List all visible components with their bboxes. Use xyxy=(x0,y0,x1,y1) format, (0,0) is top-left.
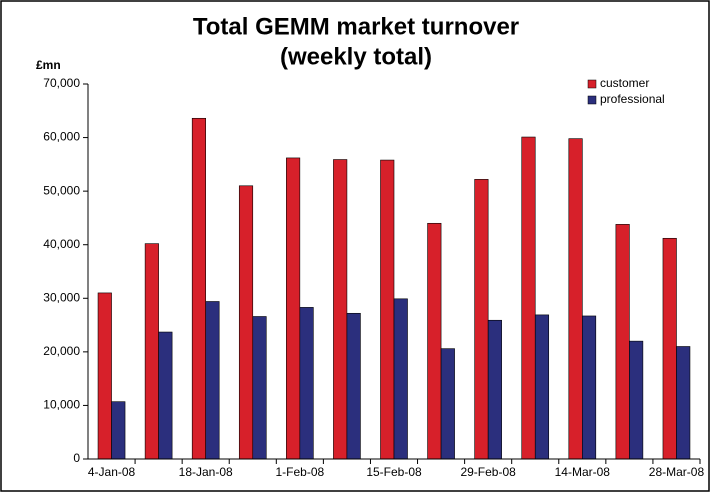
bar xyxy=(238,185,254,460)
bar xyxy=(346,312,361,460)
legend-label: customer xyxy=(600,76,649,90)
y-tick-label: 50,000 xyxy=(43,183,80,197)
legend-label: professional xyxy=(600,92,665,106)
chart-subtitle: (weekly total) xyxy=(280,43,432,70)
bar xyxy=(144,243,159,460)
bar xyxy=(158,331,173,460)
bar xyxy=(191,117,206,460)
bar xyxy=(111,401,126,460)
bar xyxy=(615,224,630,460)
x-tick-label: 29-Feb-08 xyxy=(460,465,516,479)
x-tick-label: 15-Feb-08 xyxy=(366,465,422,479)
y-tick-label: 10,000 xyxy=(43,398,80,412)
bar xyxy=(286,157,301,460)
bar xyxy=(380,159,395,460)
legend-swatch xyxy=(587,95,597,105)
y-axis-label: £mn xyxy=(36,58,61,72)
bar xyxy=(299,307,314,460)
x-tick-label: 14-Mar-08 xyxy=(555,465,611,479)
bar xyxy=(97,292,112,460)
y-tick-label: 60,000 xyxy=(43,130,80,144)
bar xyxy=(333,159,348,460)
bar xyxy=(534,314,550,460)
bar xyxy=(487,319,502,460)
y-tick-label: 0 xyxy=(73,451,80,465)
y-tick-label: 30,000 xyxy=(43,290,80,304)
bar xyxy=(252,316,267,460)
legend-swatch xyxy=(587,79,597,89)
bar xyxy=(440,348,455,460)
bar xyxy=(427,222,442,460)
x-tick-label: 1-Feb-08 xyxy=(275,465,324,479)
bar xyxy=(205,301,220,460)
bar xyxy=(662,237,677,460)
bar xyxy=(393,298,408,460)
bar xyxy=(629,340,644,460)
bar xyxy=(568,138,583,460)
bar xyxy=(521,136,536,460)
bar xyxy=(474,179,489,460)
x-tick-label: 28-Mar-08 xyxy=(649,465,705,479)
y-tick-label: 40,000 xyxy=(43,237,80,251)
x-tick-label: 4-Jan-08 xyxy=(88,465,136,479)
x-tick-label: 18-Jan-08 xyxy=(179,465,233,479)
bar xyxy=(676,346,691,460)
y-tick-label: 70,000 xyxy=(43,76,80,90)
y-tick-label: 20,000 xyxy=(43,344,80,358)
chart-title: Total GEMM market turnover xyxy=(193,13,519,40)
bar xyxy=(582,315,597,460)
